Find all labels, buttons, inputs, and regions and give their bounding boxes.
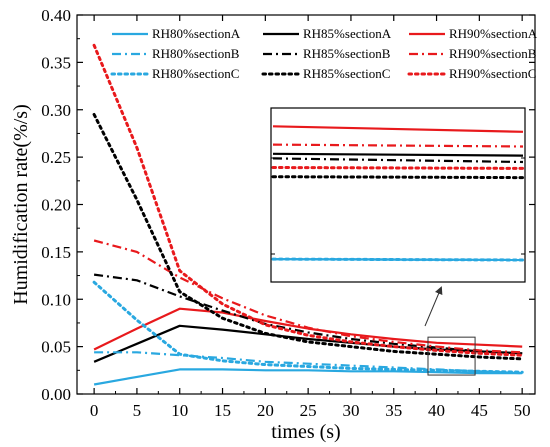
inset-series-line-RH85%sectionB [272,157,524,164]
legend: RH80%sectionA RH85%sectionA RH90%sectionA R… [110,26,538,81]
inset-layer [270,107,526,376]
series-line-RH85%sectionA [93,324,523,363]
inset-series-line-RH85%sectionA [272,152,524,157]
x-tick-label: 5 [133,401,142,420]
x-tick-label: 50 [514,401,531,420]
series-line-RH85%sectionC [92,113,524,361]
inset-frame [270,107,526,283]
legend-label: RH90%sectionB [449,46,537,61]
legend-label: RH90%sectionA [449,26,538,41]
legend-label: RH80%sectionB [152,46,240,61]
y-tick-label: 0.20 [41,196,71,215]
x-tick-label: 10 [171,401,188,420]
legend-label: RH90%sectionC [449,66,536,81]
inset-series-line-RH80%sectionC [271,257,525,262]
series-line-RH80%sectionA [93,368,523,386]
legend-label: RH85%sectionA [303,26,392,41]
y-tick-label: 0.30 [41,101,71,120]
y-tick-label: 0.10 [41,290,71,309]
inset-series-line-RH90%sectionA [272,125,524,133]
y-axis-label: Humidification rate(%/s) [10,104,32,305]
series-line-RH80%sectionB [94,351,523,375]
y-tick-label: 0.05 [41,338,71,357]
x-tick-label: 30 [342,401,359,420]
x-tick-label: 45 [471,401,488,420]
zoom-region-box [427,336,476,376]
inset-series-line-RH90%sectionC [271,166,525,170]
x-tick-label: 0 [90,401,99,420]
y-tick-label: 0.25 [41,148,71,167]
y-tick-label: 0.35 [41,53,71,72]
legend-label: RH85%sectionB [303,46,391,61]
x-tick-label: 15 [214,401,231,420]
series-line-RH90%sectionC [92,43,524,357]
series-line-RH85%sectionB [93,273,523,355]
legend-label: RH85%sectionC [303,66,390,81]
series-line-RH90%sectionB [93,239,523,354]
series-line-RH80%sectionC [92,280,524,374]
legend-label: RH80%sectionC [152,66,239,81]
y-tick-label: 0.00 [41,385,71,404]
x-tick-label: 40 [428,401,445,420]
x-tick-label: 35 [385,401,402,420]
zoom-arrow [424,286,443,327]
inset-series-line-RH85%sectionC [271,175,525,180]
series-layer [92,43,524,386]
y-tick-label: 0.40 [41,6,71,25]
inset-series-line-RH90%sectionB [272,143,524,148]
x-tick-label: 20 [257,401,274,420]
series-line-RH90%sectionA [93,307,523,351]
x-tick-label: 25 [300,401,317,420]
y-tick-label: 0.15 [41,243,71,262]
axes-layer: 0 5 10 15 20 25 30 35 40 45 50 0.00 0.05 0.10 0.15 0.20… [41,6,536,420]
legend-label: RH80%sectionA [152,26,241,41]
x-axis-label: times (s) [271,421,340,443]
